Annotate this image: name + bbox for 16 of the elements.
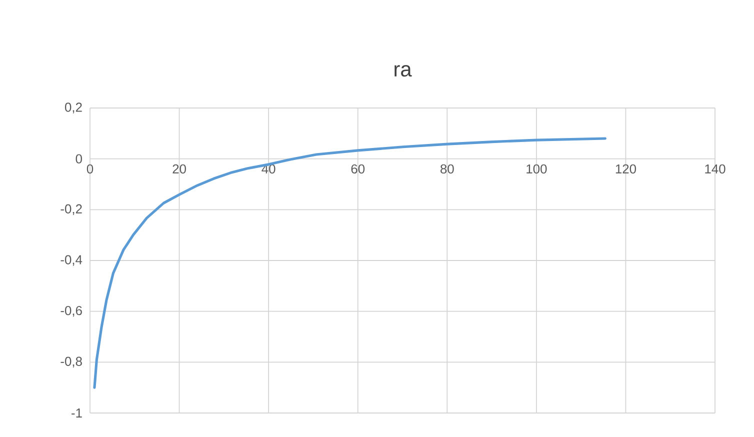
y-tick-label: -0,6 [60,306,82,317]
x-tick-label: 60 [351,164,365,174]
x-tick-label: 100 [526,164,547,174]
x-tick-label: 80 [440,164,454,174]
x-tick-label: 0 [86,164,94,174]
y-tick-label: 0,2 [64,102,82,114]
x-tick-label: 140 [705,164,726,174]
x-tick-label: 120 [616,164,636,174]
x-tick-label: 20 [172,164,186,174]
y-tick-label: 0 [76,154,82,164]
chart-title: ra [394,65,412,77]
y-tick-label: -0,4 [60,255,82,266]
line-series [93,137,606,389]
y-tick-label: -0,8 [60,356,82,368]
y-tick-label: -0,2 [60,204,82,216]
y-tick-label: -1 [72,408,82,418]
